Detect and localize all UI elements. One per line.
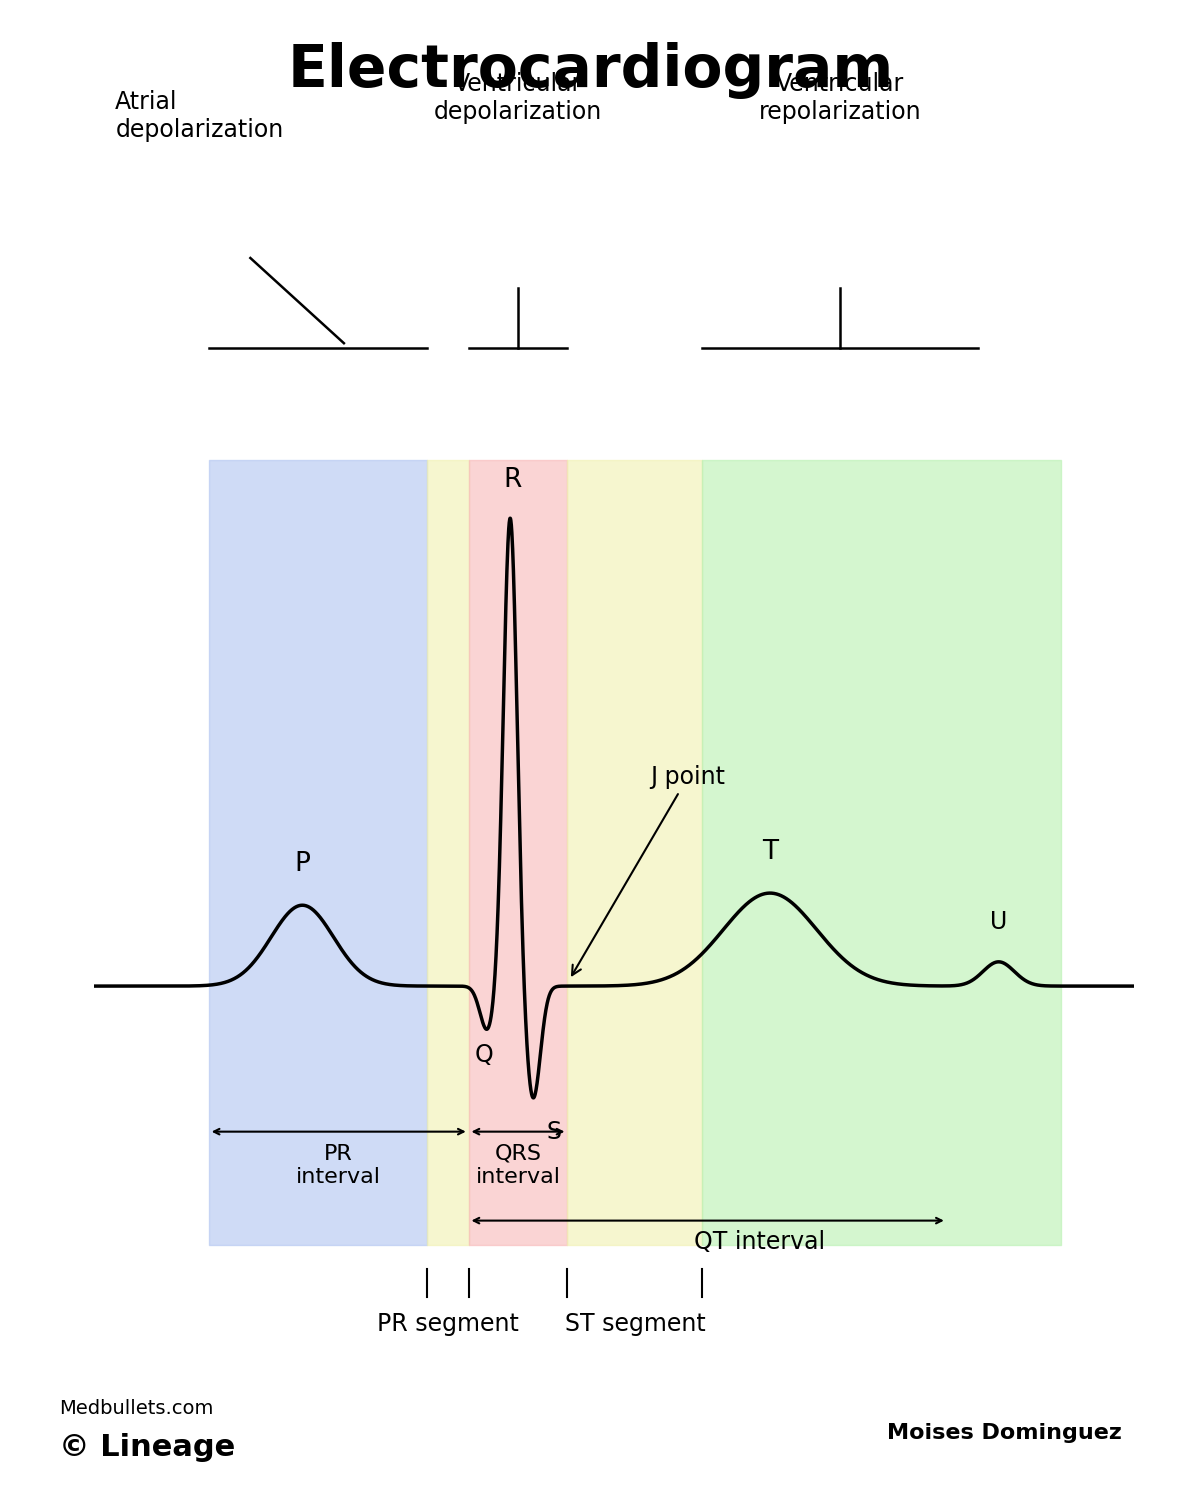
Text: Atrial
depolarization: Atrial depolarization	[116, 90, 283, 142]
Text: S: S	[547, 1119, 562, 1143]
Text: ST segment: ST segment	[565, 1312, 705, 1336]
Text: Ventricular
depolarization: Ventricular depolarization	[433, 72, 602, 124]
Text: Moises Dominguez: Moises Dominguez	[887, 1424, 1122, 1443]
Text: P: P	[294, 850, 311, 877]
Text: T: T	[762, 839, 778, 866]
Text: Ventricular
repolarization: Ventricular repolarization	[759, 72, 921, 124]
Text: PR
interval: PR interval	[296, 1144, 381, 1186]
Text: J point: J point	[572, 765, 725, 975]
Text: QT interval: QT interval	[694, 1230, 826, 1254]
Text: Medbullets.com: Medbullets.com	[59, 1398, 214, 1417]
Text: Electrocardiogram: Electrocardiogram	[287, 42, 894, 99]
Text: © Lineage: © Lineage	[59, 1434, 235, 1462]
Text: QRS
interval: QRS interval	[476, 1144, 561, 1186]
Text: R: R	[503, 466, 522, 494]
Text: U: U	[990, 909, 1007, 933]
Text: PR segment: PR segment	[377, 1312, 518, 1336]
Text: Q: Q	[475, 1042, 494, 1066]
